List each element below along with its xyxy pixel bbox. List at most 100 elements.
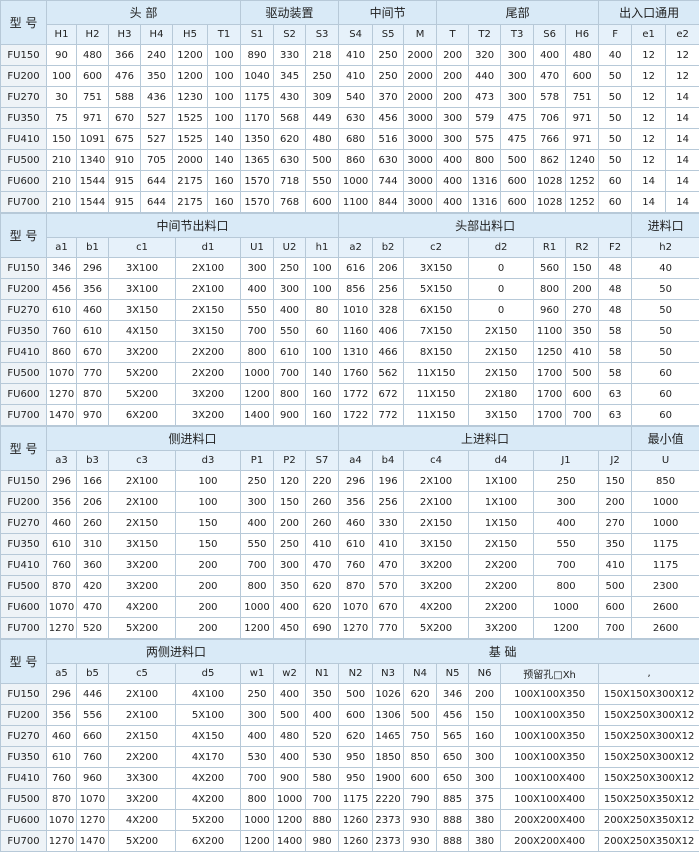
value-cell: 400 bbox=[240, 278, 274, 300]
model-cell: FU700 bbox=[0, 830, 47, 852]
value-cell: 562 bbox=[372, 362, 405, 384]
value-cell: 610 bbox=[76, 320, 109, 342]
value-cell: 680 bbox=[338, 128, 374, 150]
value-cell: 1070 bbox=[46, 596, 77, 618]
value-cell: 1250 bbox=[533, 341, 567, 363]
value-cell: 1570 bbox=[240, 191, 275, 213]
value-cell: 12 bbox=[631, 86, 667, 108]
value-cell: 1465 bbox=[372, 725, 405, 747]
value-cell: 14 bbox=[631, 191, 667, 213]
value-cell: 140 bbox=[206, 128, 242, 150]
model-cell: FU200 bbox=[0, 278, 47, 300]
column-header: T3 bbox=[500, 24, 535, 45]
data-row: FU500 870 420 3X200 200 800 350 620 870 570 3X200 2… bbox=[0, 575, 699, 597]
value-cell: 675 bbox=[108, 128, 141, 150]
value-cell: 3000 bbox=[403, 191, 438, 213]
value-cell: 400 bbox=[240, 725, 274, 747]
value-cell: 309 bbox=[305, 86, 340, 108]
value-cell: 4X170 bbox=[175, 746, 241, 768]
value-cell: 1000 bbox=[631, 512, 699, 534]
value-cell: 296 bbox=[46, 683, 77, 705]
value-cell: 1240 bbox=[565, 149, 600, 171]
value-cell: 50 bbox=[598, 149, 633, 171]
value-cell: 1010 bbox=[338, 299, 374, 321]
column-header: S6 bbox=[533, 24, 567, 45]
value-cell: 3X200 bbox=[175, 404, 241, 426]
column-header: S1 bbox=[240, 24, 275, 45]
value-cell: 300 bbox=[436, 128, 470, 150]
value-cell: 600 bbox=[598, 596, 633, 618]
value-cell: 350 bbox=[598, 533, 633, 555]
value-cell: 600 bbox=[305, 191, 340, 213]
value-cell: 1700 bbox=[533, 383, 567, 405]
value-cell: 300 bbox=[240, 257, 274, 279]
value-cell: 1700 bbox=[533, 404, 567, 426]
value-cell: 200X250X350X12 bbox=[598, 830, 699, 852]
value-cell: 470 bbox=[76, 596, 109, 618]
value-cell: 375 bbox=[468, 788, 502, 810]
value-cell: 1026 bbox=[372, 683, 405, 705]
value-cell: 380 bbox=[468, 830, 502, 852]
value-cell: 350 bbox=[305, 683, 340, 705]
data-row: FU200 356 556 2X100 5X100 300 500 400 600 1306 500… bbox=[0, 704, 699, 726]
value-cell: 80 bbox=[304, 299, 340, 321]
value-cell: 250 bbox=[533, 470, 600, 492]
data-row: FU350 610 760 2X200 4X170 530 400 530 950 1850 850… bbox=[0, 746, 699, 768]
value-cell: 460 bbox=[46, 512, 77, 534]
value-cell: 150 bbox=[175, 512, 241, 534]
value-cell: 1230 bbox=[172, 86, 208, 108]
value-cell: 575 bbox=[468, 128, 502, 150]
value-cell: 1X100 bbox=[468, 470, 535, 492]
value-cell: 630 bbox=[338, 107, 374, 129]
value-cell: 4X200 bbox=[403, 596, 470, 618]
value-cell: 60 bbox=[598, 191, 633, 213]
value-cell: 2X200 bbox=[468, 596, 535, 618]
value-cell: 300 bbox=[500, 86, 535, 108]
value-cell: 12 bbox=[665, 44, 699, 66]
value-cell: 2X100 bbox=[175, 257, 241, 279]
value-cell: 3X150 bbox=[108, 533, 176, 555]
value-cell: 160 bbox=[304, 404, 340, 426]
value-cell: 1570 bbox=[240, 170, 275, 192]
value-cell: 206 bbox=[76, 491, 109, 513]
value-cell: 356 bbox=[338, 491, 374, 513]
value-cell: 330 bbox=[372, 512, 405, 534]
value-cell: 885 bbox=[436, 788, 470, 810]
value-cell: 600 bbox=[565, 65, 600, 87]
value-cell: 620 bbox=[304, 575, 340, 597]
data-row: FU600 210 1544 915 644 2175 160 1570 718 550 1000 7… bbox=[0, 170, 699, 192]
value-cell: 1175 bbox=[631, 533, 699, 555]
value-cell: 550 bbox=[533, 533, 600, 555]
column-header: c3 bbox=[108, 450, 176, 471]
value-cell: 48 bbox=[598, 299, 633, 321]
value-cell: 100 bbox=[206, 44, 242, 66]
group-header: 侧进料口 bbox=[45, 426, 340, 451]
group-header: 进料口 bbox=[631, 213, 699, 238]
value-cell: 400 bbox=[533, 512, 600, 534]
model-cell: FU600 bbox=[0, 383, 47, 405]
value-cell: 50 bbox=[598, 86, 633, 108]
value-cell: 980 bbox=[305, 830, 340, 852]
value-cell: 971 bbox=[76, 107, 109, 129]
value-cell: 1350 bbox=[240, 128, 275, 150]
value-cell: 446 bbox=[76, 683, 109, 705]
group-header-row: 型 号两侧进料口基 础 bbox=[0, 639, 699, 684]
column-header: H3 bbox=[108, 24, 141, 45]
model-cell: FU410 bbox=[0, 554, 47, 576]
data-row: FU150 346 296 3X100 2X100 300 250 100 616 206 3X15… bbox=[0, 257, 699, 279]
value-cell: 0 bbox=[468, 299, 535, 321]
value-cell: 4X200 bbox=[108, 596, 176, 618]
value-cell: 2X100 bbox=[108, 683, 176, 705]
value-cell: 2X200 bbox=[108, 746, 176, 768]
value-cell: 3000 bbox=[403, 170, 438, 192]
value-cell: 790 bbox=[403, 788, 438, 810]
value-cell: 700 bbox=[273, 362, 306, 384]
value-cell: 14 bbox=[665, 191, 699, 213]
value-cell: 12 bbox=[631, 149, 667, 171]
column-header: a2 bbox=[338, 237, 374, 258]
column-header: S2 bbox=[273, 24, 307, 45]
value-cell: 0 bbox=[468, 257, 535, 279]
value-cell: 475 bbox=[500, 128, 535, 150]
value-cell: 160 bbox=[304, 383, 340, 405]
group-header: 出入口通用 bbox=[598, 0, 699, 25]
